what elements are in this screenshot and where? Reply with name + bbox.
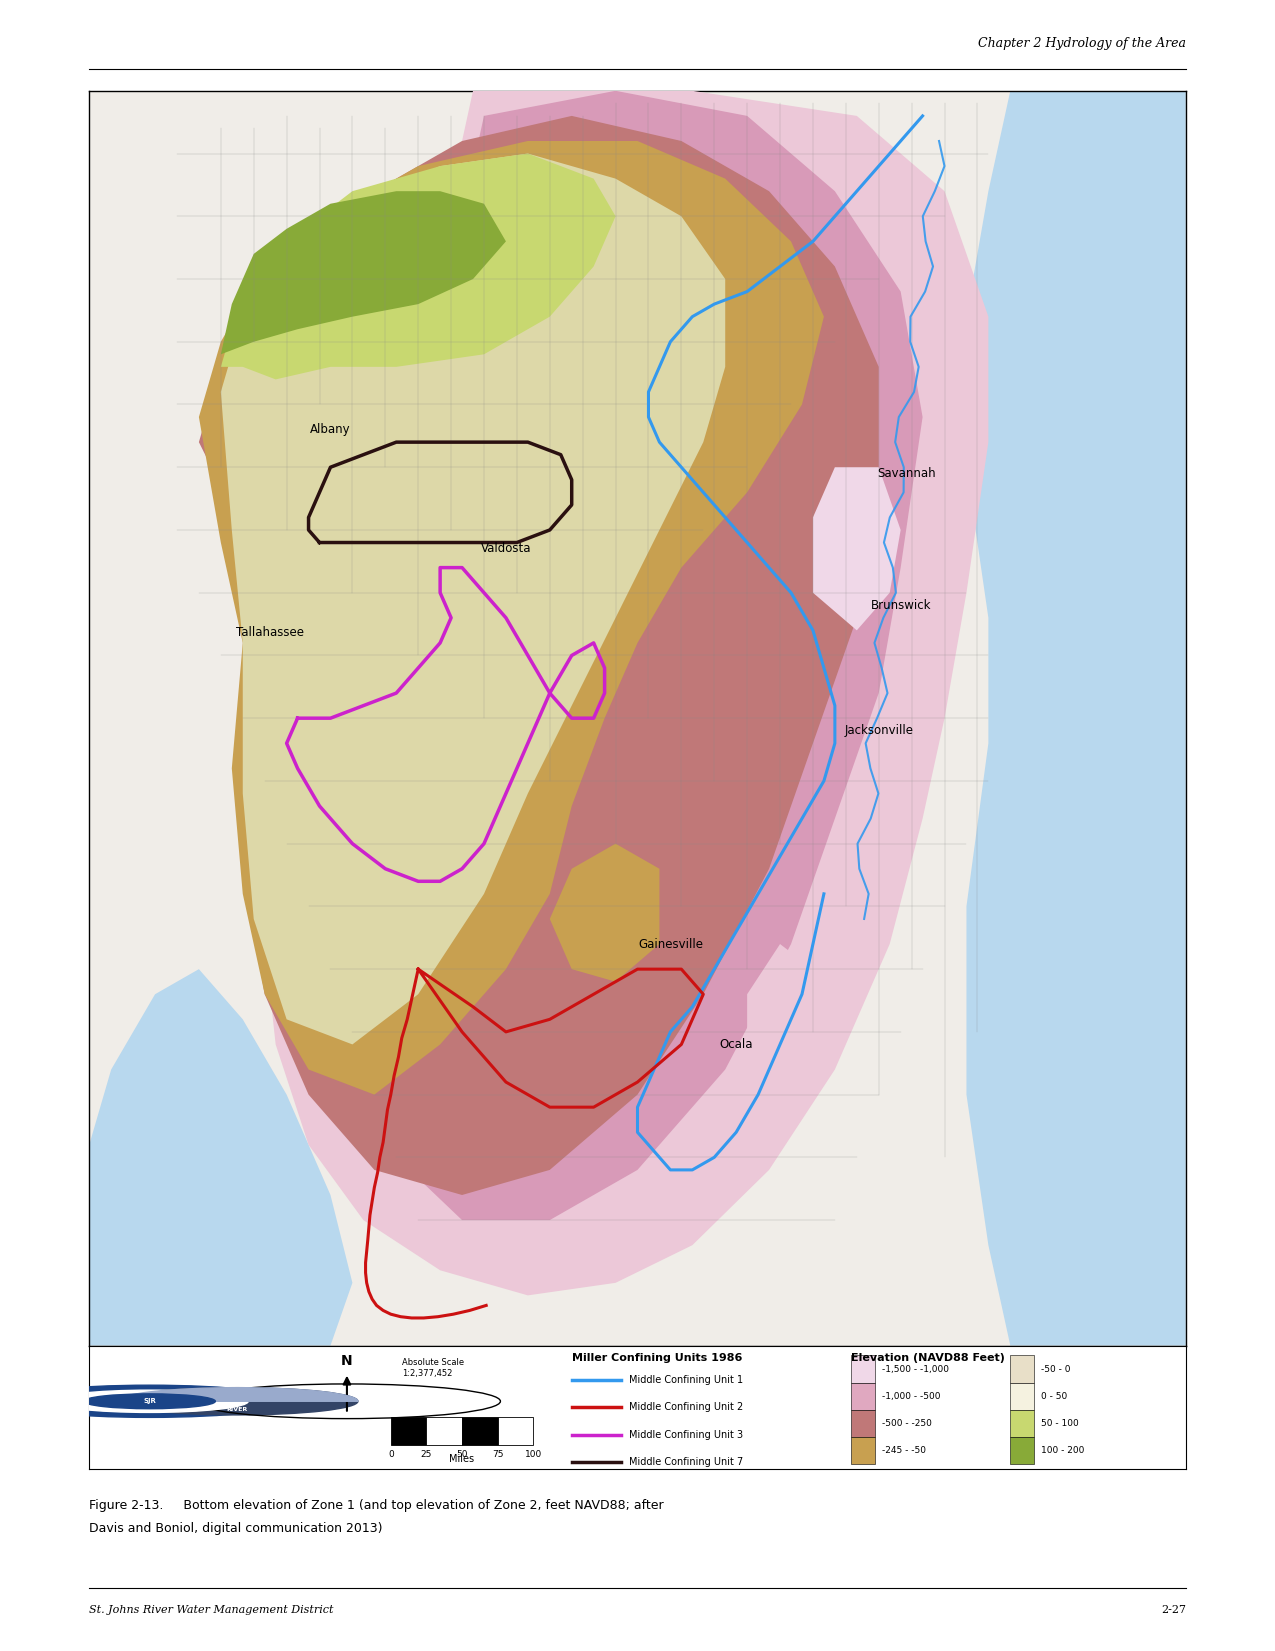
Text: 75: 75 (492, 1450, 504, 1458)
Text: Chapter 2 Hydrology of the Area: Chapter 2 Hydrology of the Area (978, 36, 1186, 50)
Bar (1010, 1384, 1034, 1410)
Bar (1010, 1410, 1034, 1436)
Text: Absolute Scale
1:2,377,452: Absolute Scale 1:2,377,452 (402, 1357, 464, 1379)
Text: 100 - 200: 100 - 200 (1040, 1446, 1084, 1455)
Circle shape (117, 1387, 358, 1415)
Text: Figure 2-13.     Bottom elevation of Zone 1 (and top elevation of Zone 2, feet N: Figure 2-13. Bottom elevation of Zone 1 … (89, 1499, 664, 1512)
Text: 50: 50 (456, 1450, 468, 1458)
Text: Brunswick: Brunswick (871, 599, 931, 613)
Text: Elevation (NAVD88 Feet): Elevation (NAVD88 Feet) (852, 1354, 1005, 1364)
Text: RIVER: RIVER (227, 1407, 247, 1413)
Polygon shape (199, 140, 824, 1095)
Polygon shape (966, 91, 1186, 1346)
Text: 0 - 50: 0 - 50 (1040, 1392, 1067, 1400)
Text: -1,000 - -500: -1,000 - -500 (882, 1392, 941, 1400)
Circle shape (51, 1390, 249, 1412)
Text: Middle Confining Unit 1: Middle Confining Unit 1 (629, 1375, 743, 1385)
Bar (390, 1417, 426, 1445)
Text: N: N (342, 1354, 353, 1367)
Bar (852, 1384, 876, 1410)
Text: -245 - -50: -245 - -50 (882, 1446, 926, 1455)
Text: Middle Confining Unit 7: Middle Confining Unit 7 (629, 1456, 743, 1468)
Text: 25: 25 (421, 1450, 432, 1458)
Bar (497, 1417, 533, 1445)
Polygon shape (813, 467, 900, 631)
Wedge shape (117, 1387, 358, 1402)
Text: Middle Confining Unit 3: Middle Confining Unit 3 (629, 1430, 743, 1440)
Polygon shape (221, 192, 506, 355)
Polygon shape (265, 91, 988, 1296)
Circle shape (6, 1385, 292, 1417)
Bar (852, 1410, 876, 1436)
Polygon shape (747, 944, 813, 1095)
Text: Davis and Boniol, digital communication 2013): Davis and Boniol, digital communication … (89, 1522, 382, 1535)
Text: -50 - 0: -50 - 0 (1040, 1365, 1071, 1374)
Text: Jacksonville: Jacksonville (844, 725, 913, 738)
Text: SJR: SJR (143, 1398, 156, 1405)
Text: St. Johns River Water Management District: St. Johns River Water Management Distric… (89, 1605, 334, 1615)
Text: 0: 0 (388, 1450, 394, 1458)
Text: Tallahassee: Tallahassee (236, 626, 305, 639)
Polygon shape (199, 116, 878, 1195)
Text: 2-27: 2-27 (1160, 1605, 1186, 1615)
Text: Miller Confining Units 1986: Miller Confining Units 1986 (571, 1354, 742, 1364)
Text: Albany: Albany (310, 423, 351, 436)
Polygon shape (309, 91, 923, 1220)
Text: -500 - -250: -500 - -250 (882, 1420, 932, 1428)
Bar (1010, 1355, 1034, 1384)
Text: Savannah: Savannah (877, 467, 936, 480)
Bar (426, 1417, 462, 1445)
Text: Ocala: Ocala (719, 1038, 754, 1052)
Polygon shape (221, 154, 616, 380)
Polygon shape (89, 969, 352, 1346)
Bar (462, 1417, 497, 1445)
Bar (852, 1355, 876, 1384)
Text: 100: 100 (525, 1450, 542, 1458)
Polygon shape (221, 154, 725, 1045)
Polygon shape (550, 844, 659, 982)
Text: -1,500 - -1,000: -1,500 - -1,000 (882, 1365, 949, 1374)
Text: Miles: Miles (450, 1455, 474, 1464)
Text: Valdosta: Valdosta (481, 542, 532, 555)
Bar (852, 1436, 876, 1464)
Text: Gainesville: Gainesville (638, 938, 703, 951)
Text: 50 - 100: 50 - 100 (1040, 1420, 1079, 1428)
Bar (1010, 1436, 1034, 1464)
Text: Middle Confining Unit 2: Middle Confining Unit 2 (629, 1402, 743, 1413)
Circle shape (84, 1393, 215, 1408)
